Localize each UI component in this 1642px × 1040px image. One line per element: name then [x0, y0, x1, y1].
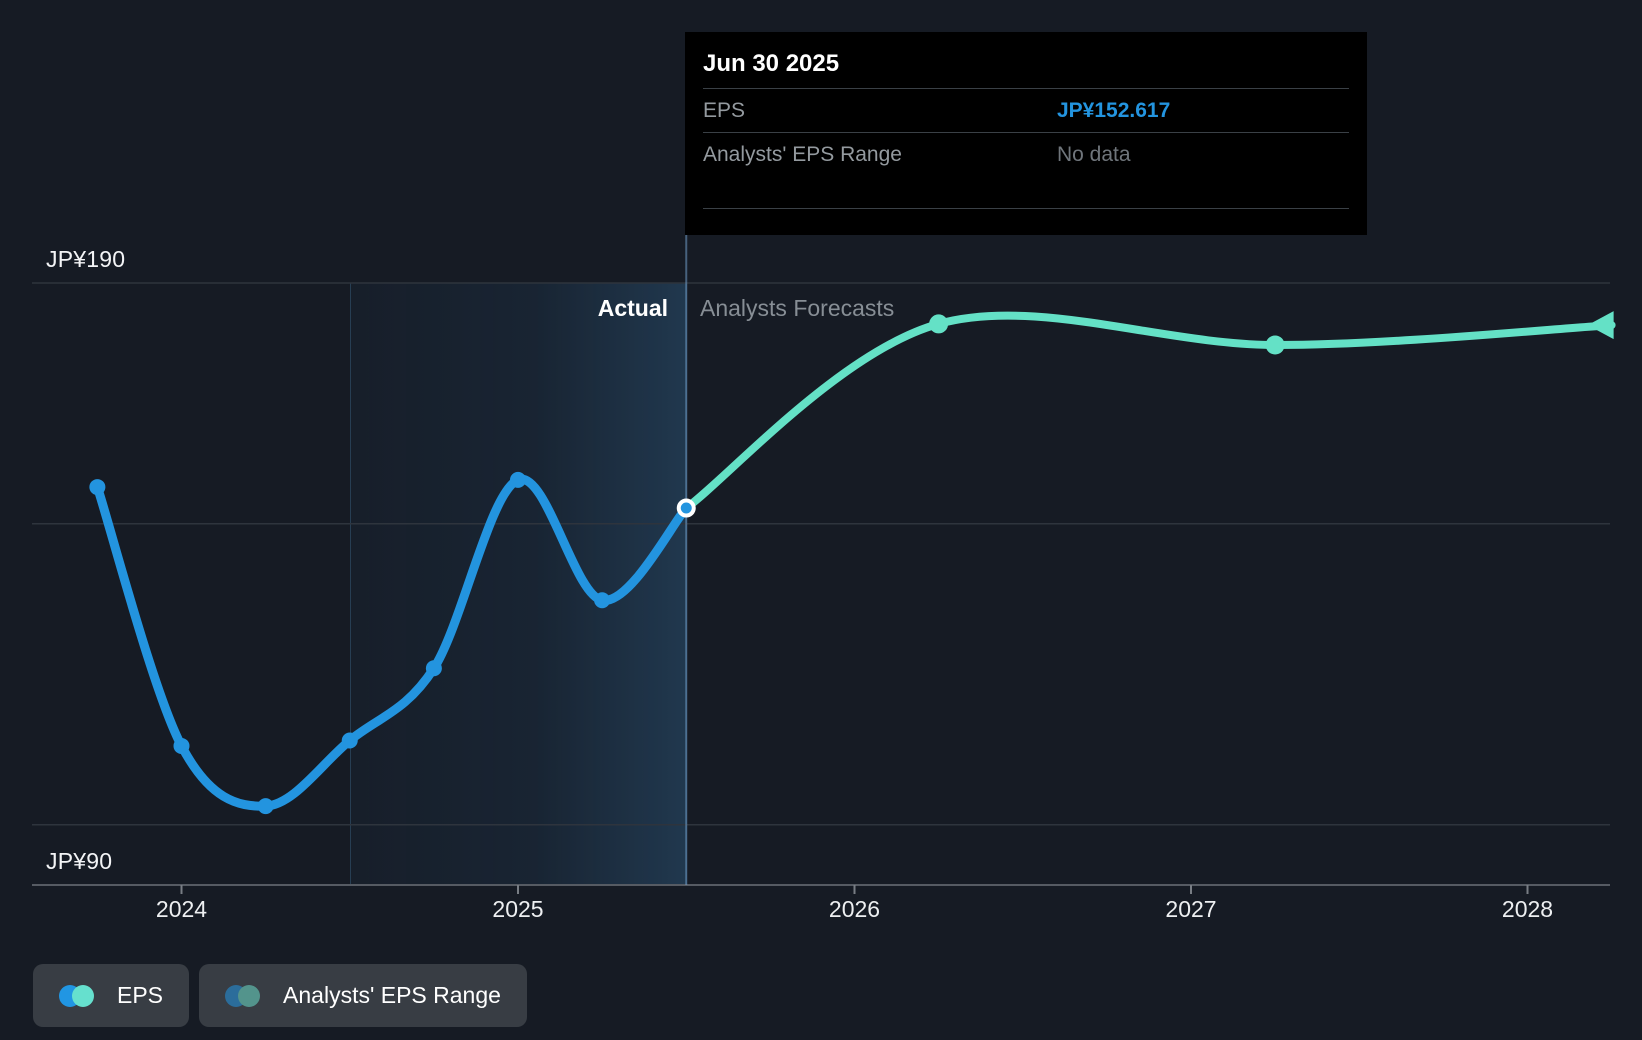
forecast-eps-line[interactable] — [682, 311, 1616, 513]
hover-tooltip: Jun 30 2025 EPS JP¥152.617 Analysts' EPS… — [685, 32, 1367, 235]
tooltip-divider — [703, 88, 1349, 89]
x-tick-label: 2024 — [155, 896, 208, 922]
forecast-arrow-end-icon — [1587, 311, 1614, 340]
legend-toggle-analysts-eps-range[interactable]: Analysts' EPS Range — [199, 964, 527, 1027]
tooltip-eps-value: JP¥152.617 — [1057, 98, 1171, 122]
x-tick-label: 2027 — [1165, 896, 1217, 922]
forecast-data-point[interactable] — [1265, 335, 1285, 355]
actual-eps-line[interactable] — [92, 474, 691, 811]
forecast-data-point[interactable] — [929, 314, 949, 334]
x-tick-label: 2025 — [492, 896, 544, 922]
actual-data-point[interactable] — [510, 471, 526, 488]
forecast-phase-label: Analysts Forecasts — [700, 295, 895, 321]
tooltip-range-row: Analysts' EPS Range No data — [703, 133, 1349, 176]
hovered-data-point[interactable] — [676, 498, 696, 518]
eps-range-series-color-icon — [225, 984, 267, 1007]
actual-data-point[interactable] — [257, 798, 274, 815]
eps-series-color-icon — [59, 984, 101, 1007]
tooltip-date-title: Jun 30 2025 — [703, 50, 840, 77]
tooltip-eps-row: EPS JP¥152.617 — [703, 89, 1349, 132]
legend-eps-range-label: Analysts' EPS Range — [283, 982, 501, 1008]
actual-phase-label: Actual — [597, 295, 668, 321]
x-tick-label: 2028 — [1501, 896, 1554, 922]
actual-data-point[interactable] — [173, 737, 190, 754]
chart-legend: EPS Analysts' EPS Range — [33, 964, 527, 1027]
x-tick-label: 2026 — [828, 896, 881, 922]
tooltip-range-value: No data — [1057, 142, 1131, 166]
actual-data-point[interactable] — [89, 479, 106, 496]
actual-data-point[interactable] — [341, 732, 358, 749]
tooltip-divider — [703, 208, 1349, 209]
actual-data-point[interactable] — [425, 660, 442, 677]
tooltip-divider — [703, 132, 1349, 133]
actual-data-point[interactable] — [594, 592, 611, 609]
y-axis-label-bottom: JP¥90 — [46, 848, 113, 874]
legend-toggle-eps[interactable]: EPS — [33, 964, 190, 1027]
tooltip-eps-label: EPS — [703, 98, 746, 122]
tooltip-range-label: Analysts' EPS Range — [703, 142, 902, 166]
legend-eps-label: EPS — [117, 982, 164, 1008]
y-axis-label-top: JP¥190 — [46, 246, 126, 272]
